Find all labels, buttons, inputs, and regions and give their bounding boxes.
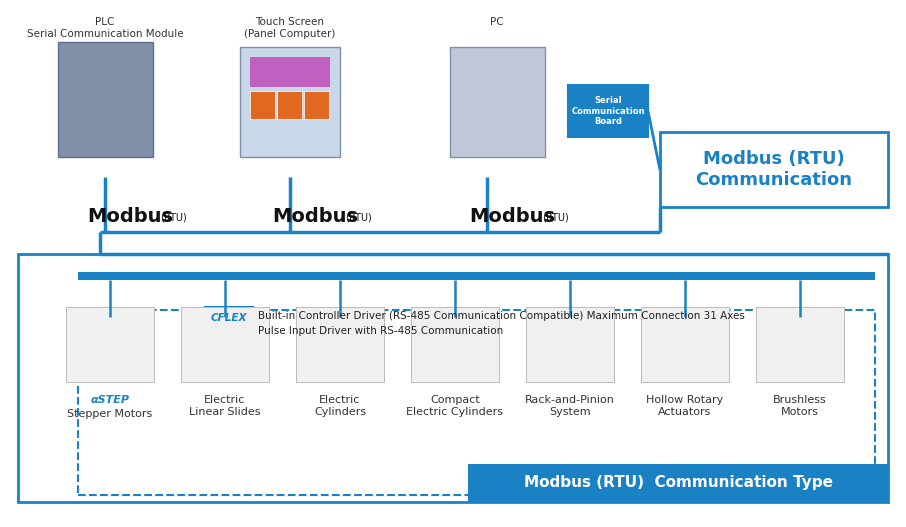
Bar [240,47,340,157]
Bar [296,307,384,382]
Bar [304,91,329,119]
Bar [18,254,888,502]
Text: PLC
Serial Communication Module: PLC Serial Communication Module [26,17,183,38]
Text: Modbus (RTU)
Communication: Modbus (RTU) Communication [696,150,853,189]
Text: Hollow Rotary
Actuators: Hollow Rotary Actuators [646,395,724,417]
Bar [641,307,729,382]
Text: Modbus (RTU)  Communication Type: Modbus (RTU) Communication Type [524,475,833,491]
Text: Touch Screen
(Panel Computer): Touch Screen (Panel Computer) [245,17,336,38]
Bar [250,91,275,119]
Bar [78,272,875,280]
Bar [250,57,330,87]
Text: αSTEP: αSTEP [91,395,130,405]
Text: Brushless
Motors: Brushless Motors [773,395,827,417]
Text: Serial
Communication
Board: Serial Communication Board [571,96,645,126]
Text: CFLEX: CFLEX [211,313,247,323]
Bar [660,132,888,207]
Bar [411,307,499,382]
Text: Modbus: Modbus [469,208,555,227]
Text: PC: PC [490,17,504,27]
Bar [66,307,154,382]
Text: Modbus: Modbus [87,208,173,227]
Bar [468,464,888,502]
Bar [181,307,269,382]
Bar [568,85,648,137]
Text: Electric
Linear Slides: Electric Linear Slides [189,395,261,417]
Bar [58,42,153,157]
Bar [450,47,545,157]
Text: Compact
Electric Cylinders: Compact Electric Cylinders [407,395,504,417]
Bar [526,307,614,382]
Text: Rack-and-Pinion
System: Rack-and-Pinion System [525,395,615,417]
Text: (RTU): (RTU) [160,213,187,223]
Text: Pulse Input Driver with RS-485 Communication: Pulse Input Driver with RS-485 Communica… [258,326,503,336]
Text: (RTU): (RTU) [345,213,371,223]
Bar [250,91,275,119]
Bar [205,307,253,329]
Text: Stepper Motors: Stepper Motors [67,409,152,419]
Text: (RTU): (RTU) [542,213,569,223]
Bar [756,307,844,382]
Bar [78,310,875,495]
Bar [277,91,302,119]
Text: Built-in Controller Driver (RS-485 Communication Compatible) Maximum Connection : Built-in Controller Driver (RS-485 Commu… [258,311,745,321]
Text: Modbus: Modbus [272,208,358,227]
Text: Electric
Cylinders: Electric Cylinders [314,395,366,417]
